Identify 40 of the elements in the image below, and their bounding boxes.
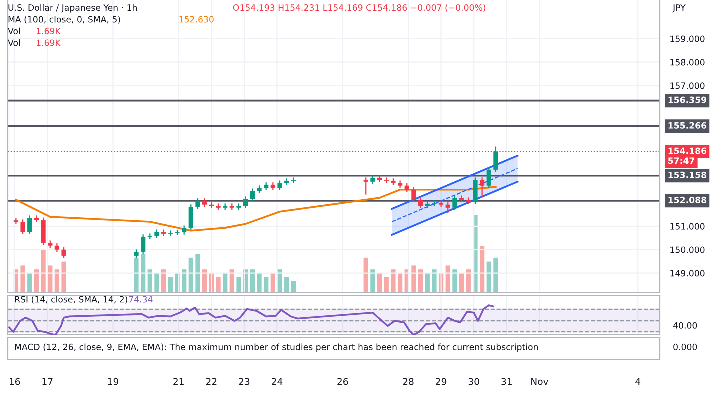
annotation: Vol <box>8 28 20 34</box>
x-tick-label: 17 <box>42 378 53 386</box>
x-tick-label: 29 <box>436 378 447 386</box>
x-tick-label: 26 <box>338 378 348 386</box>
text: 74.34 <box>129 296 153 303</box>
x-tick-label: 16 <box>10 378 20 386</box>
y-tick-label: 158.000 <box>670 59 705 66</box>
x-tick-label: 24 <box>272 378 283 386</box>
annotation: MA (100, close, 0, SMA, 5) <box>8 16 120 24</box>
x-tick-label: 21 <box>174 378 184 386</box>
annotation: O154.193 H154.231 L154.169 C154.186 −0.007 (−0.00%) <box>233 4 486 12</box>
y-tick-label: 150.000 <box>670 246 705 254</box>
ref-line-label: 153.158 <box>668 172 707 178</box>
annotation: 1.69K <box>36 40 62 46</box>
x-tick-label: 4 <box>636 378 641 386</box>
x-tick-label: 22 <box>206 378 217 386</box>
y-tick-label: 157.000 <box>670 82 705 90</box>
ref-line-label: 155.266 <box>668 122 707 129</box>
text: 40.00 <box>673 322 698 329</box>
x-tick-label: 28 <box>403 378 414 386</box>
annotation: U.S. Dollar / Japanese Yen · 1h <box>8 4 137 13</box>
annotation: 152.630 <box>180 16 214 23</box>
ref-line-label: 154.186 <box>668 148 707 154</box>
text: MACD (12, 26, close, 9, EMA, EMA): The maximum number of studies per chart has been reached for current subscription <box>15 344 538 352</box>
text: RSI (14, close, SMA, 14, 2) <box>15 296 128 304</box>
ref-line-label: 152.088 <box>668 196 707 204</box>
y-tick-label: 151.000 <box>670 223 705 230</box>
x-tick-label: 19 <box>108 378 119 386</box>
x-tick-label: 31 <box>502 378 512 386</box>
x-tick-label: Nov <box>532 378 549 386</box>
annotation: Vol <box>8 40 20 46</box>
annotation: 1.69K <box>36 28 62 34</box>
x-tick-label: 30 <box>468 378 480 386</box>
text: JPY <box>672 4 686 13</box>
text: 0.000 <box>674 344 698 350</box>
y-tick-label: 149.000 <box>670 270 705 277</box>
y-tick-label: 159.000 <box>670 36 705 42</box>
ref-line-label: 156.359 <box>668 96 706 104</box>
x-tick-label: 23 <box>239 378 250 386</box>
text: 57:47 <box>668 158 695 164</box>
